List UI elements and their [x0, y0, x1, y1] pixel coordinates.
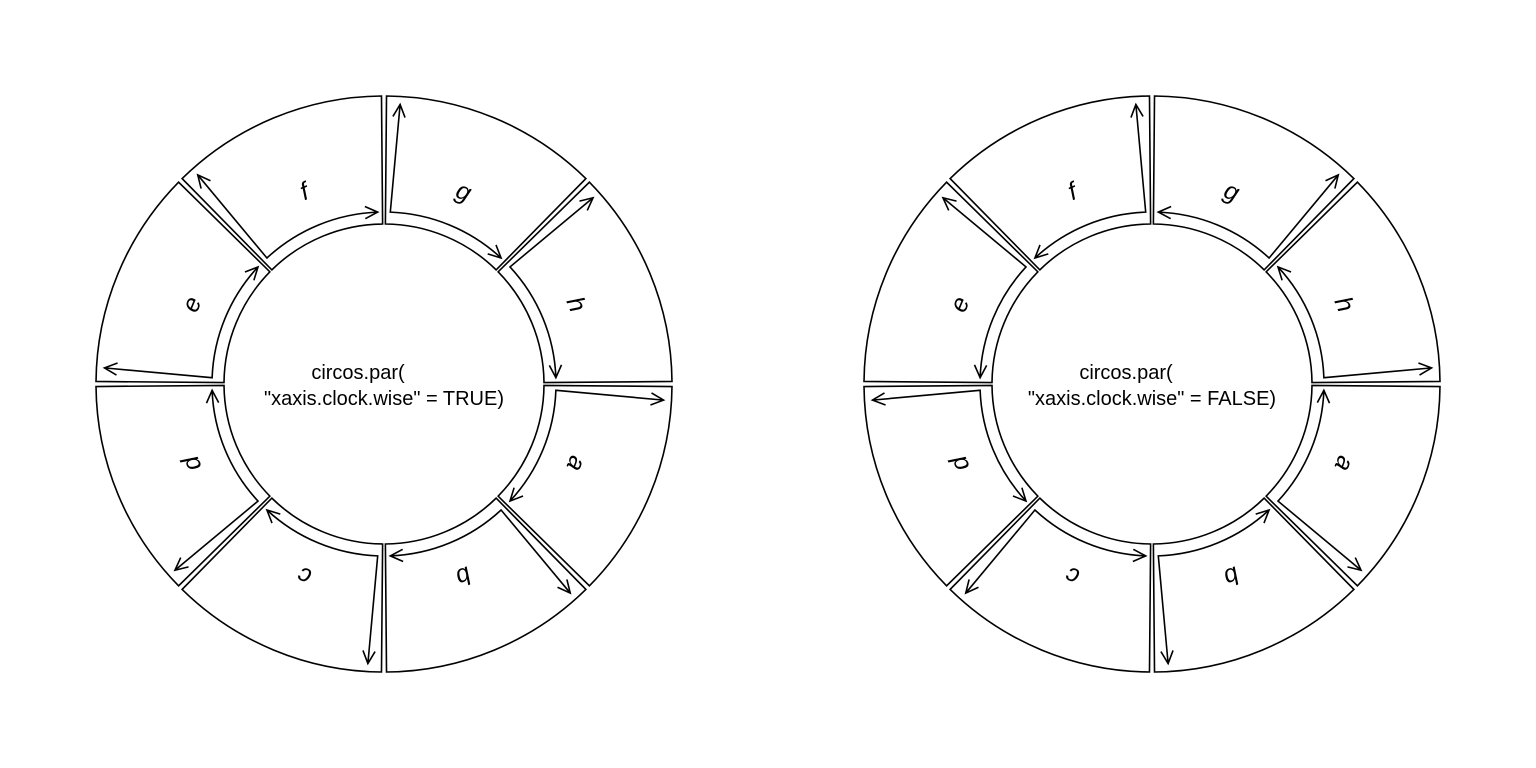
x-arrowhead-f [1033, 244, 1049, 260]
sector-e [863, 181, 1040, 384]
axis-arrows-d [872, 389, 1027, 502]
axis-arrows-f [197, 174, 378, 260]
axis-arrows-b [390, 508, 571, 594]
axis-arrows-e [104, 266, 259, 379]
axis-arrows-e [942, 197, 1028, 378]
y-arrowhead-b [1160, 650, 1174, 666]
sector-b [384, 496, 587, 673]
caption-line-1: circos.par( [1079, 362, 1173, 384]
y-arrowhead-e [941, 196, 957, 211]
sector-f [181, 95, 384, 272]
sector-a [496, 384, 673, 587]
y-arrowhead-a [650, 392, 666, 406]
y-arrowhead-c [362, 650, 376, 666]
sector-h [1264, 181, 1441, 384]
axis-arrows-f [1034, 104, 1147, 259]
y-arrowhead-f [196, 173, 211, 189]
x-arrowhead-c [265, 508, 281, 524]
axis-arrows-c [266, 509, 379, 664]
y-arrowhead-h [579, 196, 595, 211]
y-arrowhead-f [1130, 102, 1144, 118]
sector-c [181, 496, 384, 673]
y-arrowhead-b [557, 579, 572, 595]
axis-arrows-g [389, 104, 502, 259]
x-arrowhead-e [244, 265, 260, 281]
caption-line-2: "xaxis.clock.wise" = TRUE) [264, 388, 504, 410]
x-arrowhead-b [1255, 508, 1271, 524]
x-arrowhead-g [1156, 205, 1172, 220]
y-arrowhead-c [964, 579, 979, 595]
x-arrowhead-e [973, 364, 988, 380]
y-arrowhead-g [1325, 173, 1340, 189]
sector-e [95, 181, 272, 384]
sector-a [1264, 384, 1441, 587]
sector-g [384, 95, 587, 272]
y-arrowhead-d [173, 557, 189, 572]
sector-c [949, 496, 1152, 673]
axis-arrows-g [1158, 174, 1339, 260]
axis-arrows-c [965, 508, 1146, 594]
sector-g [1152, 95, 1355, 272]
x-arrowhead-h [548, 364, 563, 380]
y-arrowhead-a [1347, 557, 1363, 572]
sector-b [1152, 496, 1355, 673]
sector-h [496, 181, 673, 384]
axis-arrows-a [509, 389, 664, 502]
caption-line-1: circos.par( [311, 362, 405, 384]
sector-f [949, 95, 1152, 272]
x-arrowhead-f [364, 205, 380, 220]
sector-d [863, 384, 1040, 587]
axis-arrows-h [508, 197, 594, 378]
y-arrowhead-h [1418, 362, 1434, 376]
y-arrowhead-d [870, 392, 886, 406]
x-arrowhead-a [508, 487, 524, 503]
axis-arrows-a [1276, 390, 1362, 571]
axis-arrows-d [174, 390, 260, 571]
sector-d [95, 384, 272, 587]
y-arrowhead-e [102, 362, 118, 376]
x-arrowhead-g [487, 244, 503, 260]
x-arrowhead-a [1316, 388, 1331, 404]
x-arrowhead-h [1276, 265, 1292, 281]
x-arrowhead-d [1012, 487, 1028, 503]
caption-line-2: "xaxis.clock.wise" = FALSE) [1028, 388, 1276, 410]
x-arrowhead-b [388, 548, 404, 563]
y-arrowhead-g [392, 102, 406, 118]
x-arrowhead-c [1132, 548, 1148, 563]
axis-arrows-h [1277, 266, 1432, 379]
axis-arrows-b [1157, 509, 1270, 664]
x-arrowhead-d [205, 388, 220, 404]
